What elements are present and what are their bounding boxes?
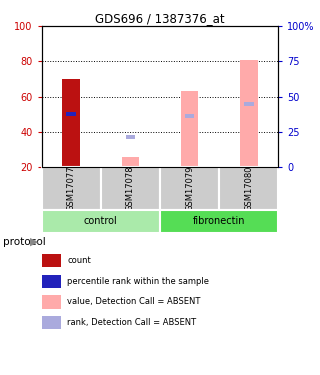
Bar <box>160 167 219 210</box>
Text: GSM17079: GSM17079 <box>185 166 194 211</box>
Bar <box>101 167 160 210</box>
Text: GSM17080: GSM17080 <box>244 166 253 211</box>
Bar <box>219 167 278 210</box>
Text: control: control <box>84 216 118 226</box>
Bar <box>181 92 198 167</box>
Bar <box>185 114 195 118</box>
Text: GSM17077: GSM17077 <box>67 166 76 211</box>
Bar <box>240 60 258 167</box>
Text: rank, Detection Call = ABSENT: rank, Detection Call = ABSENT <box>67 318 196 327</box>
Bar <box>42 167 101 210</box>
Bar <box>42 210 160 232</box>
Title: GDS696 / 1387376_at: GDS696 / 1387376_at <box>95 12 225 25</box>
Text: fibronectin: fibronectin <box>193 216 245 226</box>
Bar <box>62 79 80 167</box>
Bar <box>160 210 278 232</box>
Text: protocol: protocol <box>3 237 46 247</box>
Bar <box>244 102 254 106</box>
Text: GSM17078: GSM17078 <box>126 166 135 211</box>
Text: count: count <box>67 256 91 265</box>
Bar <box>125 135 135 140</box>
Bar <box>122 156 139 167</box>
Bar <box>66 112 76 117</box>
Text: value, Detection Call = ABSENT: value, Detection Call = ABSENT <box>67 297 201 306</box>
Text: ▶: ▶ <box>30 237 39 247</box>
Text: percentile rank within the sample: percentile rank within the sample <box>67 277 209 286</box>
